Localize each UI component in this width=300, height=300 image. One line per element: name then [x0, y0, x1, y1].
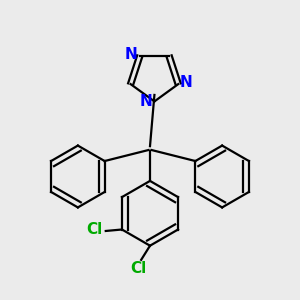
Text: N: N — [180, 75, 193, 90]
Text: Cl: Cl — [86, 222, 103, 237]
Text: Cl: Cl — [130, 261, 146, 276]
Text: N: N — [125, 47, 138, 62]
Text: N: N — [140, 94, 152, 109]
